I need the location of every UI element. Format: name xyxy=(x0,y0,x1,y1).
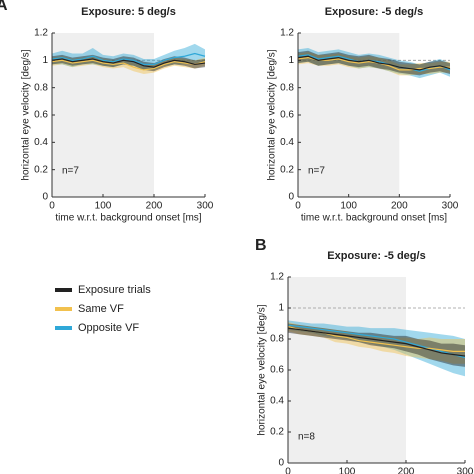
y-tick-label: 0 xyxy=(42,192,48,203)
series-line xyxy=(51,58,206,68)
y-axis-label: horizontal eye velocity [deg/s] xyxy=(267,49,278,180)
sample-size: n=8 xyxy=(298,432,315,443)
y-tick-label: 0.2 xyxy=(34,164,48,175)
chart-title: Exposure: 5 deg/s xyxy=(81,6,176,18)
series-line xyxy=(287,324,466,359)
x-tick-label: 300 xyxy=(457,467,474,474)
y-tick-label: 1 xyxy=(278,303,284,314)
legend-label: Exposure trials xyxy=(78,284,151,296)
y-tick-label: 0.6 xyxy=(280,110,294,121)
series-line xyxy=(297,54,451,72)
y-tick-label: 1.2 xyxy=(270,272,284,283)
x-tick-label: 0 xyxy=(285,467,291,474)
sample-size: n=7 xyxy=(62,166,79,177)
x-tick-label: 100 xyxy=(339,467,356,474)
panel-label: B xyxy=(255,237,267,254)
x-tick-label: 200 xyxy=(398,467,415,474)
y-tick-label: 0.4 xyxy=(34,137,48,148)
x-tick-label: 300 xyxy=(197,201,214,212)
panel-label: A xyxy=(0,0,8,14)
legend-label: Opposite VF xyxy=(78,322,139,334)
chart-title: Exposure: -5 deg/s xyxy=(327,250,425,262)
x-tick-label: 200 xyxy=(391,201,408,212)
x-tick-label: 0 xyxy=(49,201,55,212)
x-tick-label: 300 xyxy=(442,201,459,212)
y-tick-label: 0.6 xyxy=(270,365,284,376)
y-tick-label: 0.4 xyxy=(270,396,284,407)
y-tick-label: 1.2 xyxy=(280,28,294,39)
y-tick-label: 0.2 xyxy=(280,164,294,175)
series-line xyxy=(297,55,451,71)
y-axis-label: horizontal eye velocity [deg/s] xyxy=(21,49,32,180)
chart-title: Exposure: -5 deg/s xyxy=(325,6,423,18)
y-tick-label: 0.8 xyxy=(270,334,284,345)
y-tick-label: 0.8 xyxy=(280,82,294,93)
y-tick-label: 0.6 xyxy=(34,110,48,121)
y-tick-label: 0.4 xyxy=(280,137,294,148)
legend-label: Same VF xyxy=(78,303,124,315)
series-line xyxy=(51,59,206,71)
shaded-region xyxy=(288,277,406,463)
y-tick-label: 1.2 xyxy=(34,28,48,39)
error-band xyxy=(298,48,450,79)
x-tick-label: 100 xyxy=(340,201,357,212)
sample-size: n=7 xyxy=(308,166,325,177)
x-axis-label: time w.r.t. background onset [ms] xyxy=(301,213,447,224)
y-tick-label: 0.2 xyxy=(270,427,284,438)
y-tick-label: 0 xyxy=(278,458,284,469)
series-line xyxy=(287,327,466,357)
x-axis-label: time w.r.t. background onset [ms] xyxy=(55,213,201,224)
y-tick-label: 0 xyxy=(288,192,294,203)
y-tick-label: 1 xyxy=(42,55,48,66)
x-tick-label: 100 xyxy=(95,201,112,212)
y-tick-label: 1 xyxy=(288,55,294,66)
x-tick-label: 0 xyxy=(295,201,301,212)
x-tick-label: 200 xyxy=(146,201,163,212)
y-axis-label: horizontal eye velocity [deg/s] xyxy=(257,304,268,435)
y-tick-label: 0.8 xyxy=(34,82,48,93)
series-line xyxy=(51,52,206,66)
